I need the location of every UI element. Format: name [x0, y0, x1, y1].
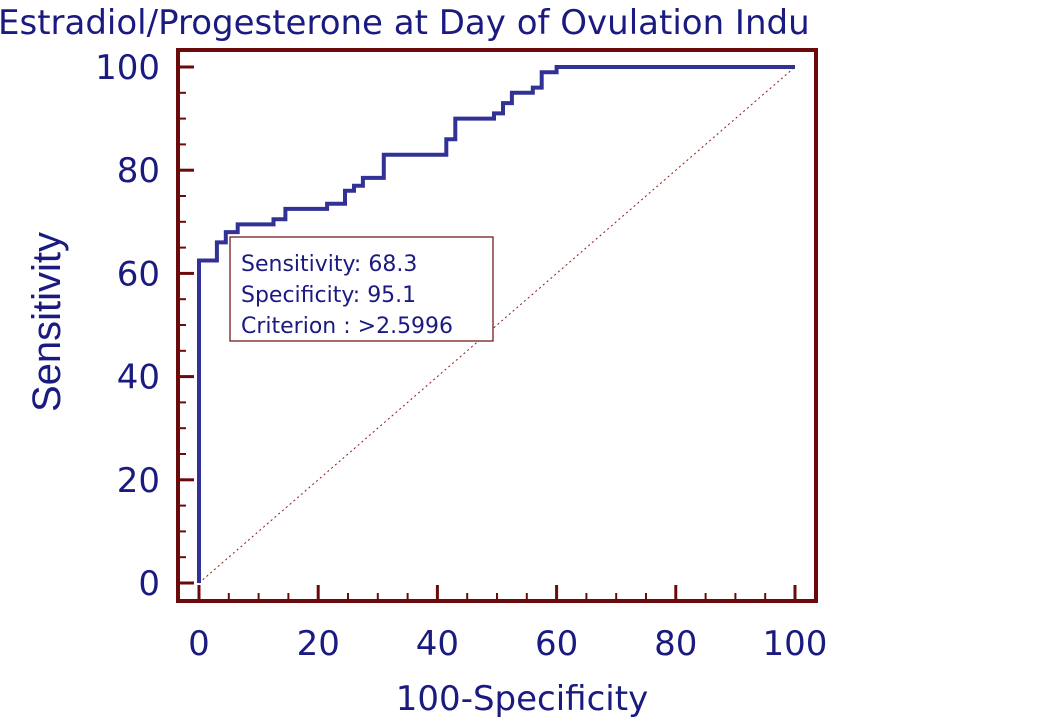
annotation-border [229, 236, 494, 342]
x-tick-label: 60 [535, 624, 578, 664]
annotation-criterion: Criterion : >2.5996 [241, 314, 453, 339]
annotation-specificity: Specificity: 95.1 [241, 283, 416, 308]
y-tick-label: 0 [138, 564, 160, 604]
reference-diagonal-line [198, 66, 796, 584]
y-tick-label: 40 [117, 358, 160, 398]
annotation-sensitivity: Sensitivity: 68.3 [241, 252, 417, 277]
x-tick-label: 0 [188, 624, 210, 664]
x-tick-label: 40 [416, 624, 459, 664]
chart-title: Estradiol/Progesterone at Day of Ovulati… [0, 3, 810, 43]
y-tick-label: 80 [117, 151, 160, 191]
y-tick-label: 20 [117, 461, 160, 501]
x-tick-label: 100 [763, 624, 828, 664]
y-tick-label: 60 [117, 254, 160, 294]
roc-curve-line [197, 65, 795, 583]
criterion-annotation-box: Sensitivity: 68.3 Specificity: 95.1 Crit… [229, 236, 494, 342]
x-tick-label: 20 [297, 624, 340, 664]
plot-frame [176, 48, 818, 603]
y-axis-label: Sensitivity [25, 232, 69, 412]
x-tick-label: 80 [654, 624, 697, 664]
y-tick-label: 100 [95, 48, 160, 88]
x-axis-label: 100-Specificity [396, 679, 648, 719]
